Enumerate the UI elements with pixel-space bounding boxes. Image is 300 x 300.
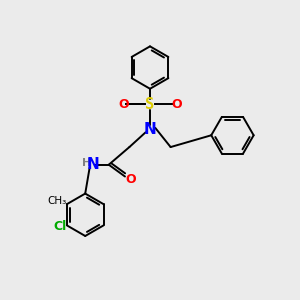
Text: N: N xyxy=(144,122,156,137)
Text: Cl: Cl xyxy=(53,220,66,233)
Text: S: S xyxy=(146,97,154,112)
Text: O: O xyxy=(118,98,129,111)
Text: H: H xyxy=(82,158,91,168)
Text: CH₃: CH₃ xyxy=(47,196,66,206)
Text: N: N xyxy=(86,157,99,172)
Text: O: O xyxy=(171,98,182,111)
Text: O: O xyxy=(125,173,136,186)
